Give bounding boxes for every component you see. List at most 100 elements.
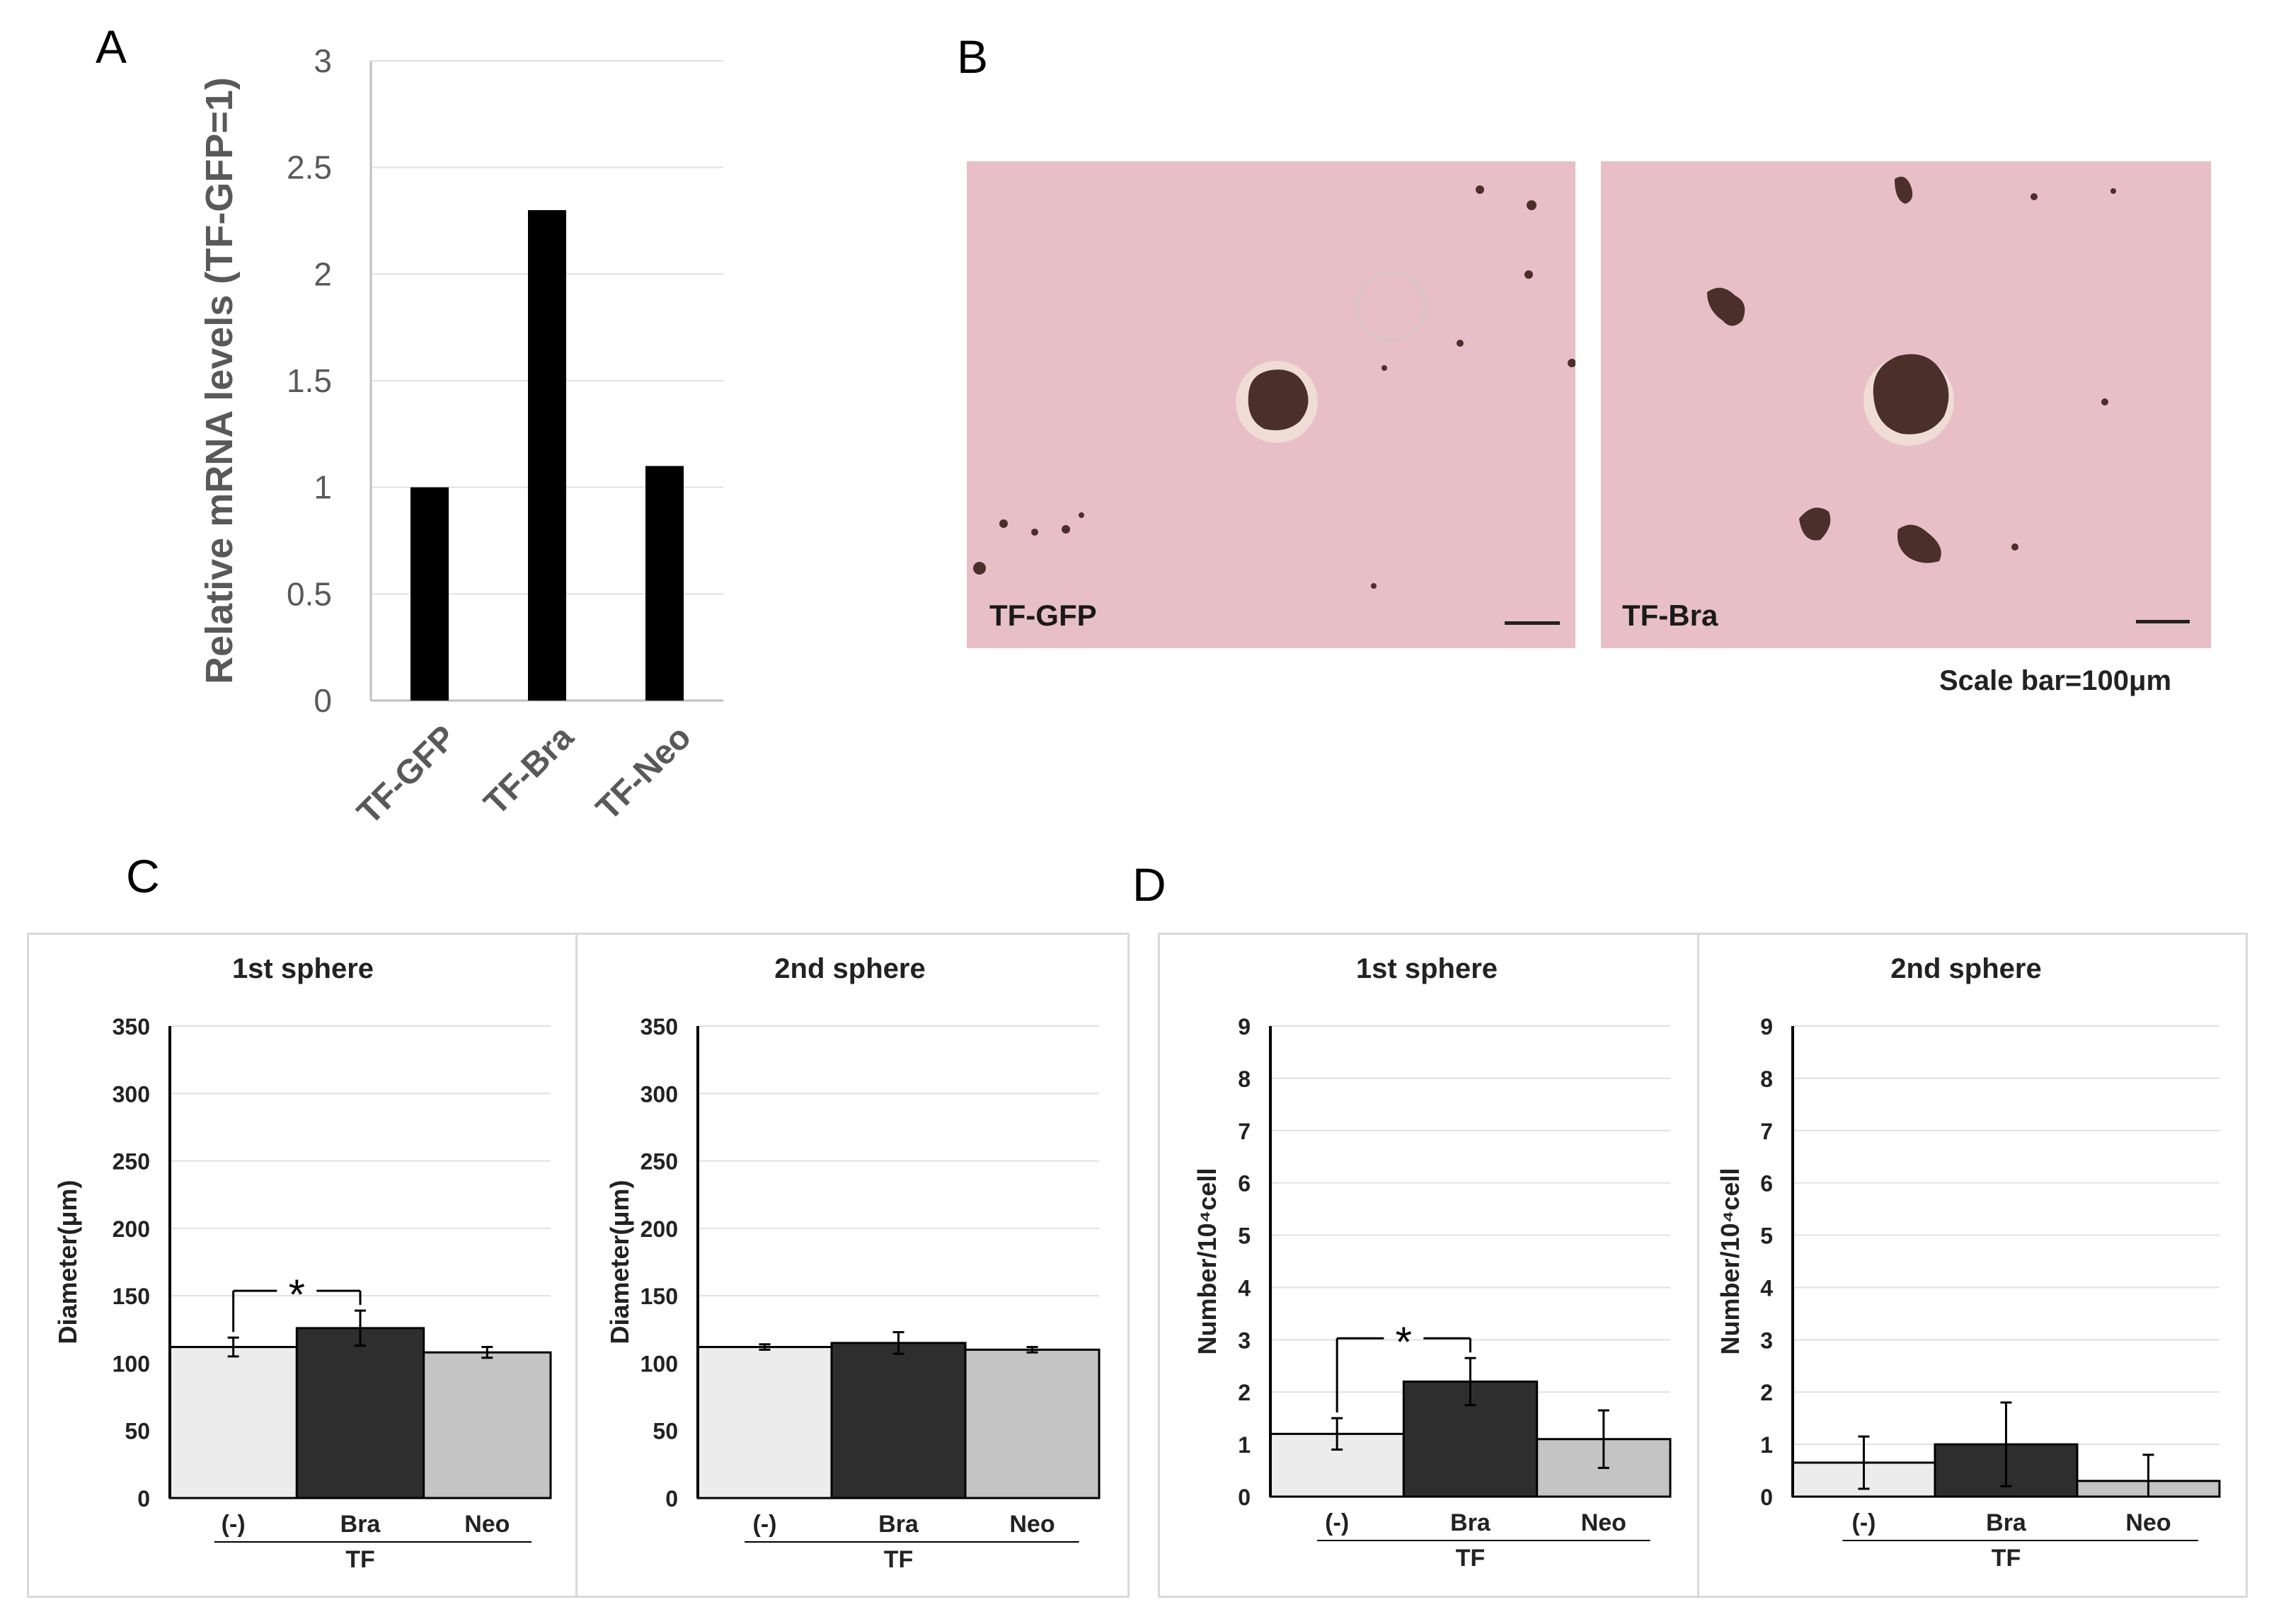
chart-title: 1st sphere <box>232 953 374 984</box>
micrograph-label-tf-gfp: TF-GFP <box>989 599 1097 632</box>
y-tick-label: 7 <box>1760 1119 1773 1144</box>
x-tick-label: Neo <box>2125 1509 2171 1536</box>
y-axis-label: Diameter(μm) <box>53 1180 82 1344</box>
y-tick-label: 0 <box>1238 1485 1251 1510</box>
y-tick-label: 0 <box>314 682 332 719</box>
y-tick-label: 1 <box>1760 1432 1773 1458</box>
y-tick-label: 200 <box>641 1216 678 1242</box>
x-tick-label: Neo <box>1009 1511 1055 1538</box>
panel-d-divider <box>1697 934 1699 1596</box>
x-tick-label: Bra <box>878 1511 919 1538</box>
y-tick-label: 1 <box>1238 1432 1251 1458</box>
panel-letter-a: A <box>96 21 127 73</box>
bar <box>295 1327 425 1499</box>
y-tick-label: 200 <box>113 1216 150 1242</box>
chart-title: 1st sphere <box>1356 953 1498 984</box>
x-tick-label: (-) <box>753 1511 777 1538</box>
cell-debris <box>973 562 986 575</box>
significance-marker: * <box>289 1271 305 1318</box>
cell-debris <box>2101 398 2108 405</box>
panel-c-1st-sphere-chart: 1st sphere 0 50 100 150 200 250 300 350 Diameter(… <box>53 953 552 1573</box>
panel-d-1st-sphere-chart: 1st sphere 0 1 2 3 4 5 6 7 8 9 Number/10⁴cell (-) Bra… <box>1193 953 1672 1572</box>
y-tick-label: 50 <box>125 1419 150 1444</box>
y-tick-label: 2 <box>314 255 332 292</box>
bar <box>830 1342 967 1499</box>
bar <box>423 1351 552 1499</box>
y-tick-label: 3 <box>1760 1328 1773 1353</box>
panel-d-2nd-sphere-chart: 2nd sphere 0 1 2 3 4 5 6 7 8 9 Number/10⁴cell (-) Bra… <box>1716 953 2221 1572</box>
y-tick-label: 9 <box>1760 1014 1773 1040</box>
y-tick-label: 9 <box>1238 1014 1251 1040</box>
y-tick-label: 250 <box>641 1149 678 1175</box>
x-tick-label: TF-GFP <box>350 718 464 831</box>
scale-bar <box>2136 620 2190 623</box>
significance-marker: * <box>1396 1318 1412 1366</box>
cell-debris <box>1476 185 1484 194</box>
y-tick-label: 0.5 <box>287 575 332 612</box>
y-tick-label: 7 <box>1238 1119 1251 1144</box>
bar <box>964 1348 1101 1499</box>
panel-c-2nd-sphere-chart: 2nd sphere 0 50 100 150 200 250 300 350 Diameter(… <box>605 953 1101 1573</box>
bar <box>168 1346 298 1499</box>
x-tick-label: Bra <box>1450 1509 1491 1536</box>
x-tick-label: Neo <box>1581 1509 1626 1536</box>
y-tick-label: 8 <box>1238 1066 1251 1092</box>
cell-cluster <box>1897 524 1941 563</box>
y-tick-label: 3 <box>314 42 332 79</box>
x-axis-label: TF <box>1456 1545 1486 1572</box>
y-tick-label: 2 <box>1238 1380 1251 1405</box>
cell-debris <box>1568 359 1575 367</box>
y-tick-label: 2.5 <box>287 149 332 186</box>
x-tick-label: Bra <box>1986 1509 2027 1536</box>
x-tick-label: TF-Neo <box>589 718 698 827</box>
cell-debris <box>1381 365 1387 371</box>
y-axis-label: Relative mRNA levels (TF-GFP=1) <box>198 77 241 684</box>
y-tick-label: 5 <box>1760 1223 1773 1249</box>
y-tick-label: 6 <box>1760 1171 1773 1197</box>
cell-debris <box>1031 529 1038 536</box>
y-tick-label: 4 <box>1238 1275 1251 1301</box>
y-tick-label: 150 <box>641 1284 678 1309</box>
bar <box>528 209 566 701</box>
y-axis-label: Diameter(μm) <box>605 1180 634 1344</box>
y-axis-label: Number/10⁴cell <box>1193 1168 1222 1355</box>
y-tick-label: 250 <box>113 1149 150 1175</box>
cell-debris <box>1079 512 1084 518</box>
y-tick-label: 50 <box>653 1419 678 1444</box>
y-tick-label: 0 <box>1760 1485 1773 1510</box>
scale-bar <box>1505 621 1560 625</box>
y-tick-label: 3 <box>1238 1328 1251 1353</box>
x-tick-label: (-) <box>1852 1509 1876 1536</box>
cell-debris <box>1457 340 1464 347</box>
chart-title: 2nd sphere <box>774 953 925 984</box>
micrograph-tf-gfp: TF-GFP <box>967 161 1575 648</box>
x-tick-label: TF-Bra <box>477 718 581 822</box>
panel-letter-c: C <box>126 850 160 902</box>
y-tick-label: 1 <box>314 469 332 506</box>
y-tick-label: 350 <box>113 1014 150 1040</box>
y-tick-label: 6 <box>1238 1171 1251 1197</box>
micrograph-tf-bra-image <box>1601 161 2211 648</box>
x-tick-label: (-) <box>222 1511 246 1538</box>
cell-debris <box>1062 525 1070 534</box>
cell-debris <box>2110 188 2116 194</box>
panel-letter-b: B <box>957 30 989 83</box>
cell-debris <box>2030 193 2038 200</box>
cell-debris <box>999 519 1008 528</box>
y-tick-label: 1.5 <box>287 362 332 399</box>
sphere-colony <box>1248 369 1309 431</box>
ghost-ring <box>1355 270 1428 342</box>
y-tick-label: 100 <box>641 1351 678 1376</box>
chart-title: 2nd sphere <box>1890 953 2041 984</box>
y-tick-label: 150 <box>113 1284 150 1309</box>
x-tick-label: (-) <box>1325 1509 1349 1536</box>
cell-debris <box>1524 270 1533 279</box>
panel-c-divider <box>575 934 578 1596</box>
x-axis-label: TF <box>1992 1545 2021 1572</box>
panel-letter-d: D <box>1132 858 1166 911</box>
y-tick-label: 0 <box>665 1486 678 1511</box>
bar <box>696 1346 833 1499</box>
cell-cluster <box>1707 287 1745 326</box>
y-tick-label: 5 <box>1238 1223 1251 1249</box>
micrograph-tf-bra: TF-Bra <box>1601 161 2211 648</box>
